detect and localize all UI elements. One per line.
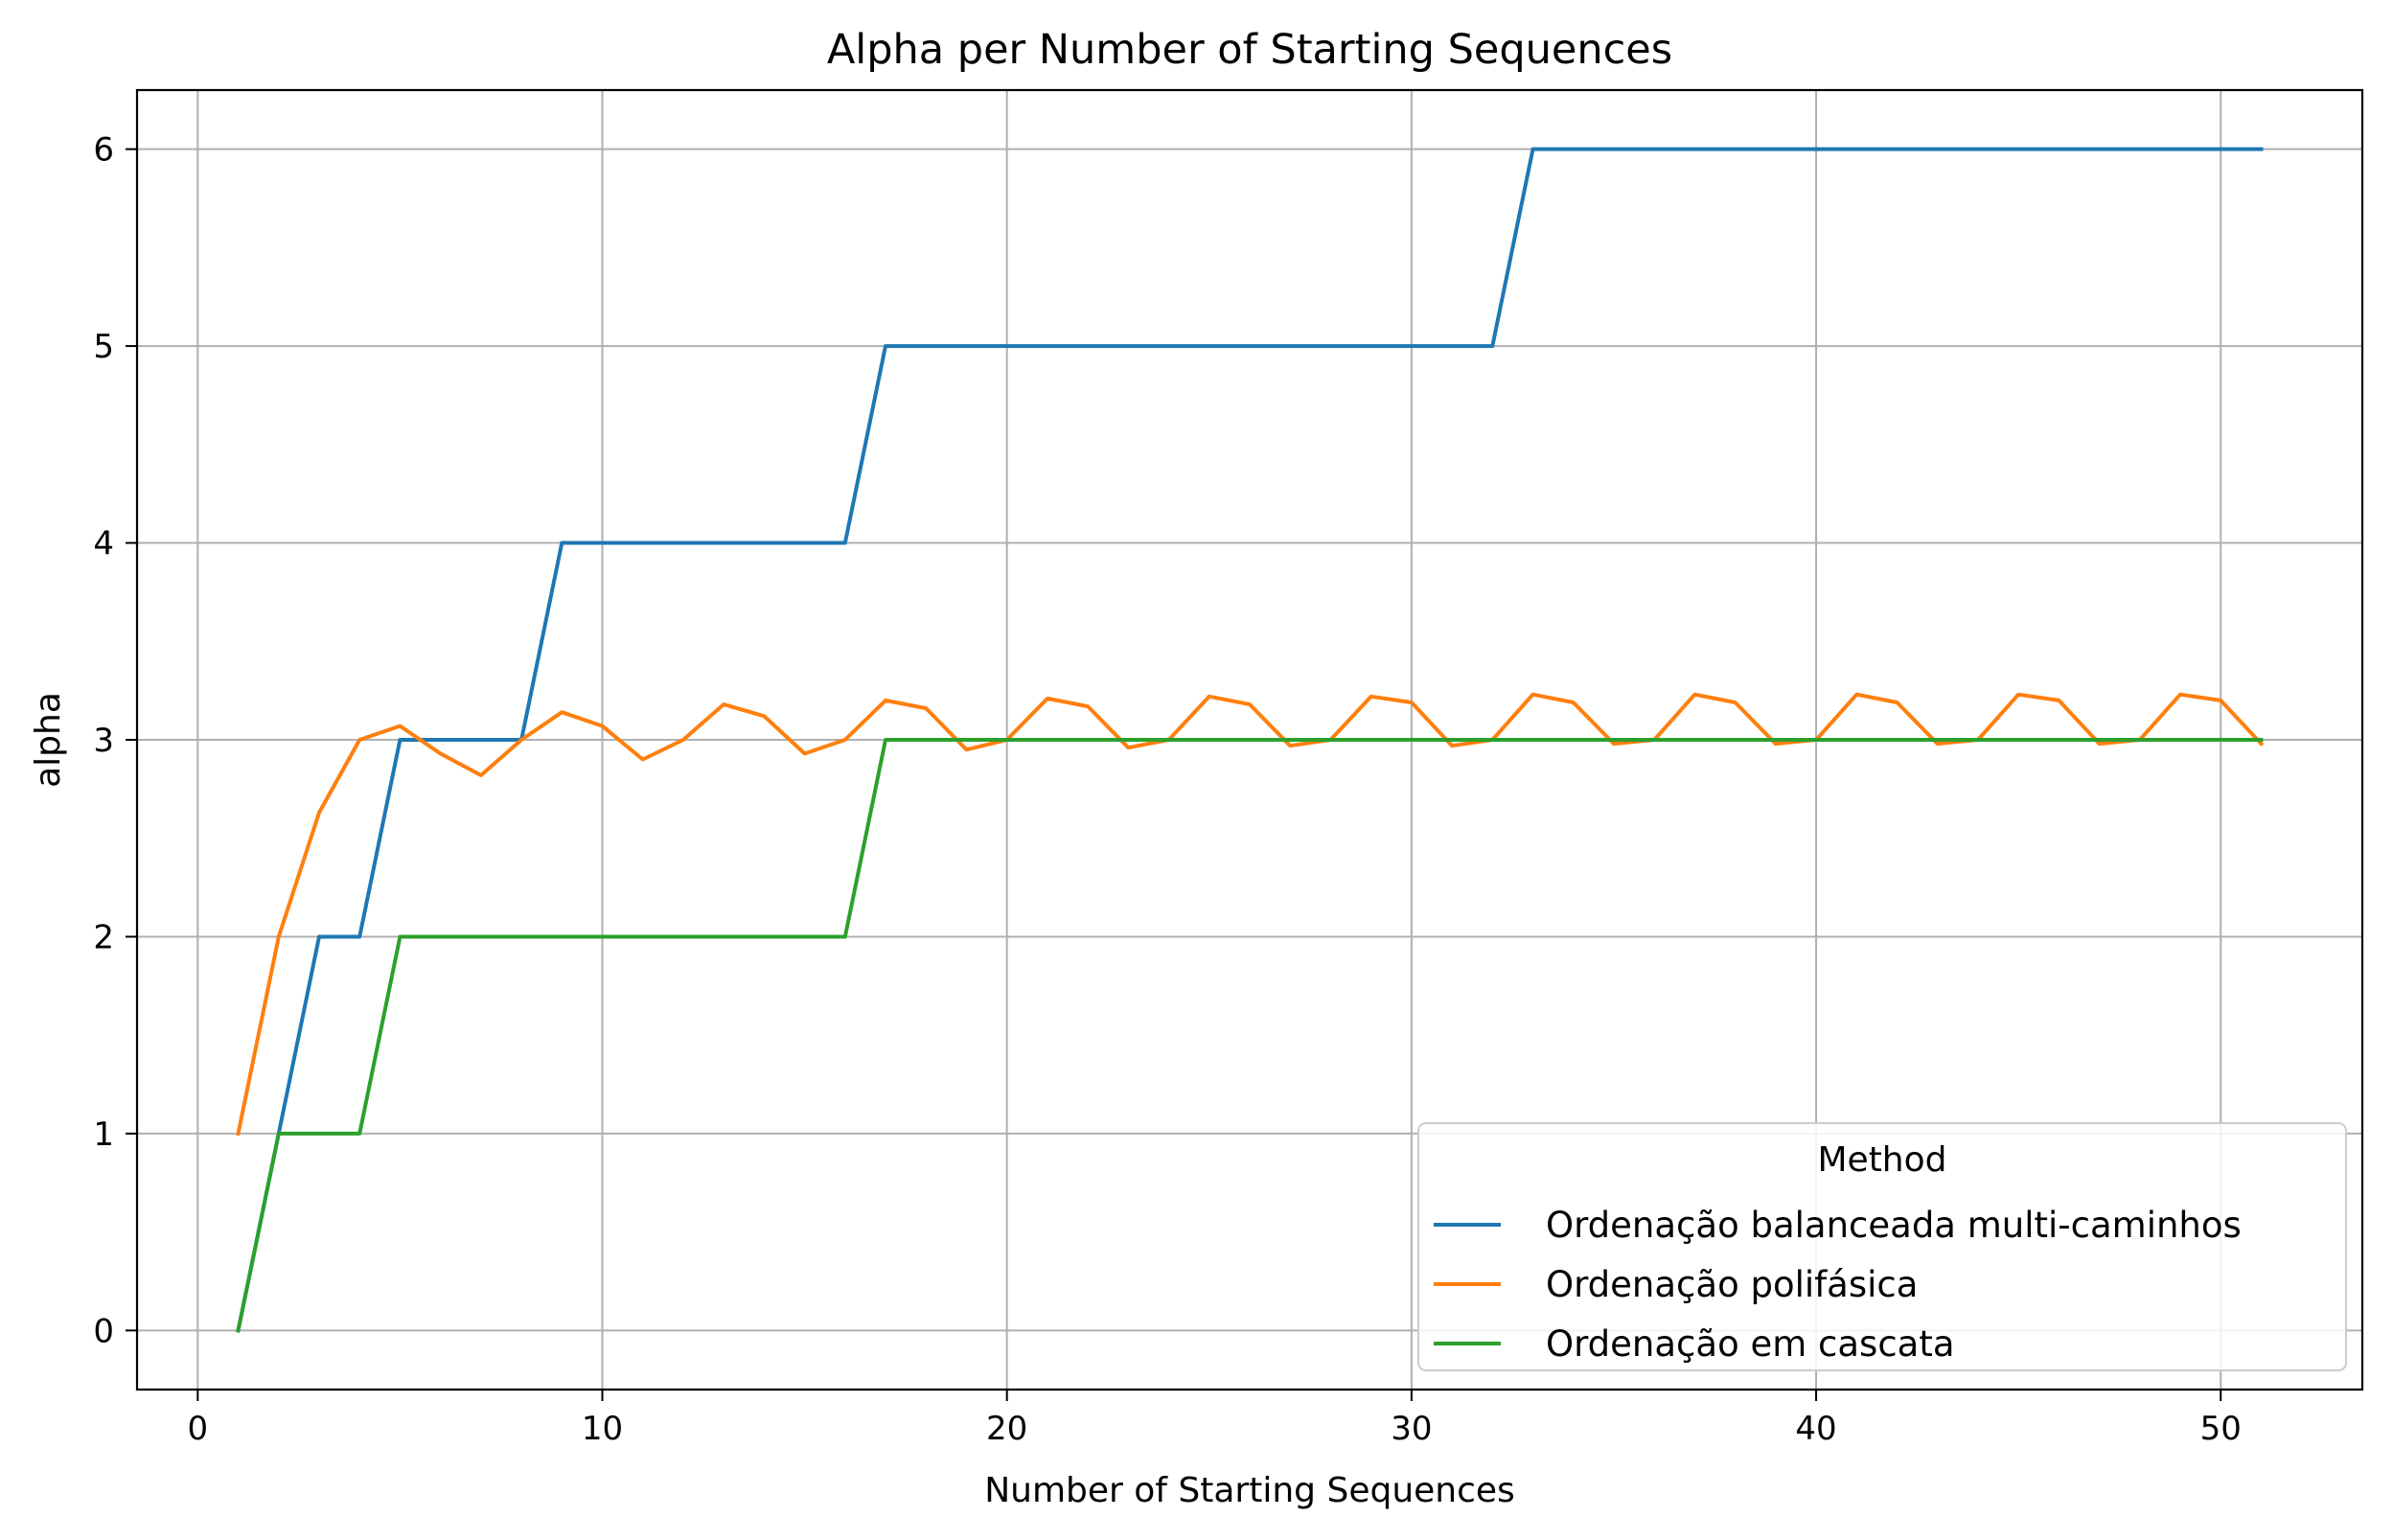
y-tick-label: 4 [93,525,114,563]
x-tick-label: 0 [188,1410,209,1448]
y-tick-label: 0 [93,1312,114,1350]
y-tick-label: 6 [93,131,114,170]
legend-box [1417,1122,2347,1371]
y-axis-label: alpha [29,692,68,788]
series-line-1 [236,692,2265,1137]
x-tick-label: 30 [1391,1410,1432,1448]
legend-label-0: Ordenação balanceada multi-caminhos [1546,1205,2242,1246]
legend-title: Method [1817,1140,1946,1180]
x-axis-label: Number of Starting Sequences [984,1471,1515,1510]
series-line-2 [236,738,2264,1333]
chart-title: Alpha per Number of Starting Sequences [827,26,1672,74]
x-tick-label: 50 [2200,1410,2242,1448]
y-tick-label: 2 [93,918,114,956]
series-layer [236,147,2265,1333]
x-tick-label: 20 [986,1410,1027,1448]
y-tick-label: 1 [93,1115,114,1154]
axis-ticks: 0 10 20 30 40 50 0 1 2 3 4 5 6 [93,131,2242,1448]
y-tick-label: 3 [93,722,114,760]
legend: Method Ordenação balanceada multi-caminho… [1417,1122,2347,1371]
x-tick-label: 10 [582,1410,623,1448]
legend-label-1: Ordenação polifásica [1546,1264,1918,1305]
series-line-0 [236,147,2264,1333]
y-tick-label: 5 [93,328,114,366]
x-tick-label: 40 [1795,1410,1836,1448]
legend-label-2: Ordenação em cascata [1546,1323,1955,1365]
